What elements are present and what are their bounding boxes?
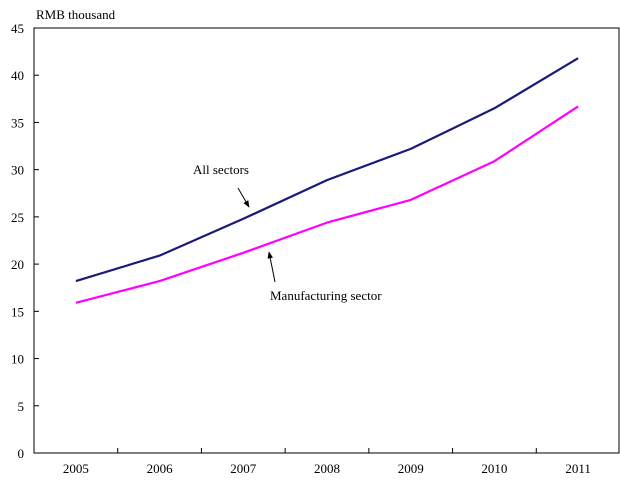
y-tick-label-40: 40 bbox=[11, 68, 24, 83]
x-tick-label-2007: 2007 bbox=[230, 461, 257, 476]
plot-area: 0 5 10 15 20 25 30 35 40 45 2005 2006 2007 2008 2009 20… bbox=[11, 21, 620, 476]
y-tick-label-5: 5 bbox=[18, 399, 25, 414]
y-tick-label-35: 35 bbox=[11, 115, 24, 130]
y-tick-label-15: 15 bbox=[11, 304, 24, 319]
y-axis-unit-label: RMB thousand bbox=[36, 7, 116, 22]
y-tick-label-25: 25 bbox=[11, 210, 24, 225]
y-tick-label-10: 10 bbox=[11, 352, 24, 367]
annotation-all-sectors: All sectors bbox=[193, 162, 249, 177]
arrow-all-sectors bbox=[237, 187, 250, 208]
x-tick-label-2009: 2009 bbox=[398, 461, 424, 476]
plot-frame bbox=[33, 27, 620, 454]
x-tick-label-2011: 2011 bbox=[565, 461, 591, 476]
annotation-manufacturing-sector: Manufacturing sector bbox=[270, 288, 382, 303]
series-line-all-sectors bbox=[75, 57, 579, 283]
x-tick-label-2005: 2005 bbox=[63, 461, 89, 476]
series-line-manufacturing-sector bbox=[75, 105, 579, 304]
y-tick-label-45: 45 bbox=[11, 21, 24, 36]
x-tick-label-2006: 2006 bbox=[147, 461, 174, 476]
x-tick-label-2008: 2008 bbox=[314, 461, 340, 476]
y-tick-label-0: 0 bbox=[18, 446, 25, 461]
y-tick-label-20: 20 bbox=[11, 257, 24, 272]
y-tick-label-30: 30 bbox=[11, 163, 24, 178]
x-tick-label-2010: 2010 bbox=[481, 461, 507, 476]
arrow-manufacturing-sector bbox=[267, 251, 276, 283]
